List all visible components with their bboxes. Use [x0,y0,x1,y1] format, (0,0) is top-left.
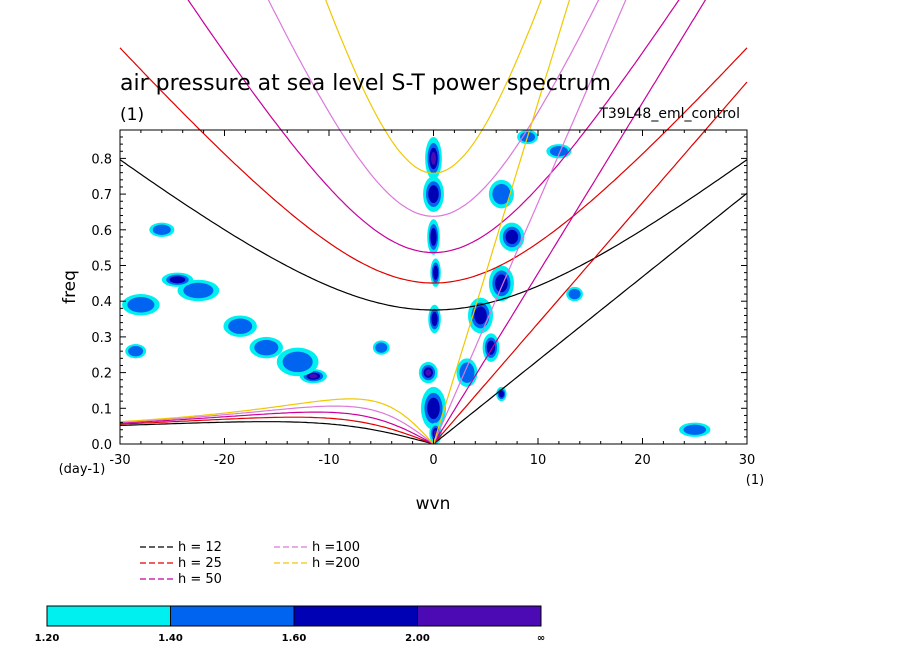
inertia-gravity-curve [325,0,542,174]
legend-label: h =200 [312,556,360,571]
power-region [152,224,171,235]
y-tick-label: 0.2 [91,367,112,382]
x-axis-label: wvn [416,494,451,514]
units-label: (1) [120,105,144,125]
colorbar-label: 1.40 [158,633,183,644]
colorbar-label: 1.60 [282,633,307,644]
power-region [474,306,487,325]
rossby-curve [120,398,434,444]
power-region [430,151,437,165]
power-region [425,369,432,376]
power-region [498,390,505,398]
legend-label: h = 50 [178,572,222,587]
power-region [430,228,437,246]
power-region [127,297,155,313]
y-tick-label: 0.0 [91,438,112,453]
power-region [428,185,439,204]
power-region [169,276,186,284]
colorbar-swatch [293,605,418,627]
y-tick-label: 0.1 [91,402,112,417]
power-region [309,374,318,379]
inertia-gravity-curve [119,159,748,311]
rossby-curve [120,411,434,444]
x-tick-label: -20 [214,453,235,468]
colorbar-label: 2.00 [405,633,430,644]
rossby-curve [120,416,434,444]
power-region [549,146,568,157]
power-region [492,183,511,205]
colorbar-swatch [417,605,542,627]
kelvin-curve [432,0,627,445]
axis-ticks: -30 -20 -10 0 10 20 30 0.0 0.1 0.2 0.3 0.4 0.5 0.6 0.7… [91,130,755,468]
inertia-gravity-curve [119,47,748,284]
dispersion-curves-inner [120,398,434,444]
y-tick-label: 0.5 [91,260,112,275]
colorbar-swatch [46,605,171,627]
colorbar-label: ∞ [537,633,545,644]
power-region [431,311,438,327]
kelvin-curve [432,0,707,445]
inertia-gravity-curve [267,0,600,217]
power-region [683,424,707,435]
power-region [282,351,313,373]
x-units-label: (1) [746,473,764,488]
inertia-gravity-curve [187,0,680,254]
x-tick-label: 30 [739,453,756,468]
power-region [427,397,440,420]
y-tick-label: 0.3 [91,331,112,346]
chart-title: air pressure at sea level S-T power spec… [120,71,611,96]
colorbar: 1.20 1.40 1.60 2.00 ∞ [35,605,545,644]
power-region [228,318,253,334]
dispersion-curves [119,0,748,445]
x-tick-label: 10 [530,453,547,468]
power-region [459,362,475,383]
legend-label: h =100 [312,540,360,555]
power-region [254,339,279,356]
y-units-label: (day-1) [59,462,106,477]
y-tick-label: 0.8 [91,152,112,167]
legend-label: h = 12 [178,540,222,555]
power-region [375,342,388,353]
kelvin-curve [433,81,748,445]
kelvin-curve [432,0,571,445]
power-region [568,288,581,300]
y-axis-label: freq [60,270,80,304]
colorbar-swatch [170,605,295,627]
rossby-curve [120,421,434,444]
x-tick-label: -10 [318,453,339,468]
colorbar-label: 1.20 [35,633,60,644]
x-tick-label: 0 [429,453,437,468]
power-region [486,340,496,355]
power-region [183,282,214,299]
power-region [432,265,439,280]
run-label: T39L48_eml_control [598,106,740,122]
y-tick-label: 0.7 [91,188,112,203]
kelvin-curve [433,192,748,445]
x-tick-label: 20 [634,453,651,468]
x-tick-label: -30 [109,453,130,468]
power-region [128,346,144,357]
rossby-curve [120,405,434,444]
spectral-power-shading [122,130,711,444]
y-tick-label: 0.4 [91,295,112,310]
legend-label: h = 25 [178,556,222,571]
y-tick-label: 0.6 [91,224,112,239]
power-region [505,229,519,245]
